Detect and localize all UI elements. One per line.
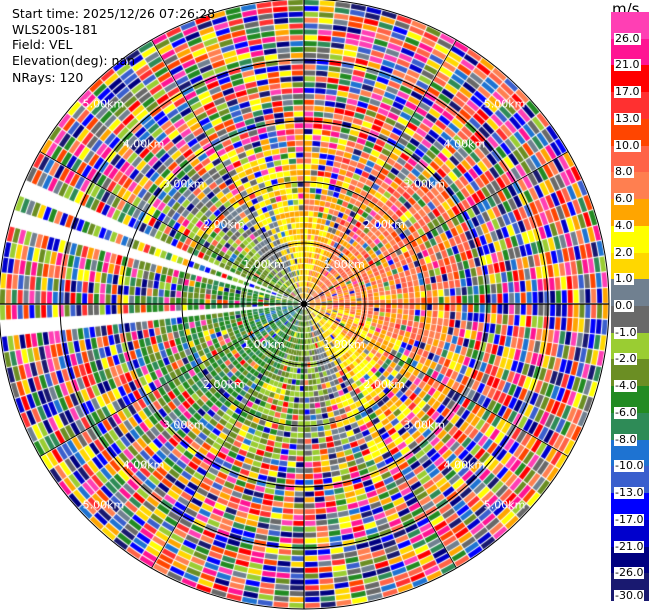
range-ring (59, 59, 549, 549)
azimuth-gridline (303, 303, 569, 457)
range-ring-label: 5.00km (484, 499, 526, 512)
start-time-label: Start time: 2025/12/26 07:26:28 (12, 6, 216, 21)
colorbar-tick-label: -10.0 (614, 459, 645, 473)
colorbar-tick-label: -17.0 (614, 512, 645, 526)
colorbar-tick-label: 6.0 (614, 192, 634, 206)
azimuth-gridline (303, 39, 457, 305)
azimuth-gridline (151, 39, 305, 305)
radar-center-marker (301, 301, 307, 307)
colorbar-tick-label: 2.0 (614, 245, 634, 259)
range-ring-label: 5.00km (484, 97, 526, 110)
range-ring-label: 1.00km (323, 258, 365, 271)
range-ring-label: 3.00km (404, 418, 446, 431)
range-ring-label: 2.00km (363, 378, 405, 391)
station-label: WLS200s-181 (12, 22, 98, 37)
colorbar-tick-label: 8.0 (614, 165, 634, 179)
field-label: Field: VEL (12, 37, 73, 52)
range-ring-label: 2.00km (363, 218, 405, 231)
azimuth-gridline (303, 151, 569, 305)
azimuth-gridline (151, 303, 305, 569)
colorbar-tick-label: 21.0 (614, 58, 641, 72)
colorbar-tick-label: 1.0 (614, 272, 634, 286)
range-ring-label: 1.00km (243, 338, 285, 351)
colorbar-tick-label: -13.0 (614, 486, 645, 500)
range-ring-overlay: 1.00km 1.00km 1.00km 1.00km 2.00km 2.00km 2.00… (0, 0, 610, 610)
colorbar-tick-label: 0.0 (614, 299, 634, 312)
colorbar-tick-label: 10.0 (614, 138, 641, 152)
range-ring-label: 1.00km (243, 258, 285, 271)
colorbar-tick-label: -4.0 (614, 379, 638, 393)
azimuth-gridline (39, 151, 305, 305)
colorbar-tick-label: -30.0 (614, 589, 645, 602)
colorbar-tick-label: -1.0 (614, 325, 638, 339)
colorbar-tick-label: 26.0 (614, 31, 641, 45)
nrays-label: NRays: 120 (12, 70, 84, 85)
range-ring-label: 5.00km (83, 97, 125, 110)
range-ring (181, 181, 427, 427)
range-ring-label: 4.00km (444, 138, 486, 151)
azimuth-gridline (303, 303, 457, 569)
range-ring-label: 3.00km (163, 418, 205, 431)
colorbar-tick-label: -6.0 (614, 405, 638, 419)
colorbar-tick-label: 4.0 (614, 218, 634, 232)
range-ring-label: 2.00km (203, 378, 245, 391)
range-ring-label: 5.00km (83, 499, 125, 512)
range-ring-label: 4.00km (444, 458, 486, 471)
colorbar-tick-label: -2.0 (614, 352, 638, 366)
colorbar-tick-label: -21.0 (614, 539, 645, 553)
range-ring (0, 0, 610, 610)
range-ring (242, 242, 366, 366)
range-ring-label: 4.00km (123, 138, 165, 151)
range-ring-label: 3.00km (163, 178, 205, 191)
range-ring-label: 2.00km (203, 218, 245, 231)
elevation-label: Elevation(deg): nan (12, 53, 136, 68)
colorbar-tick-label: 13.0 (614, 111, 641, 125)
colorbar-tick-label: -26.0 (614, 566, 645, 580)
range-ring (120, 120, 488, 488)
range-ring-label: 1.00km (323, 338, 365, 351)
colorbar-tick-label: 17.0 (614, 85, 641, 99)
range-ring-label: 4.00km (123, 458, 165, 471)
colorbar: 26.0 21.0 17.0 13.0 10.0 8.0 6.0 4.0 2.0 1.0 0.0 -1… (611, 12, 649, 602)
azimuth-gridline (39, 303, 305, 457)
colorbar-tick-label: -8.0 (614, 432, 638, 446)
range-ring-label: 3.00km (404, 178, 446, 191)
